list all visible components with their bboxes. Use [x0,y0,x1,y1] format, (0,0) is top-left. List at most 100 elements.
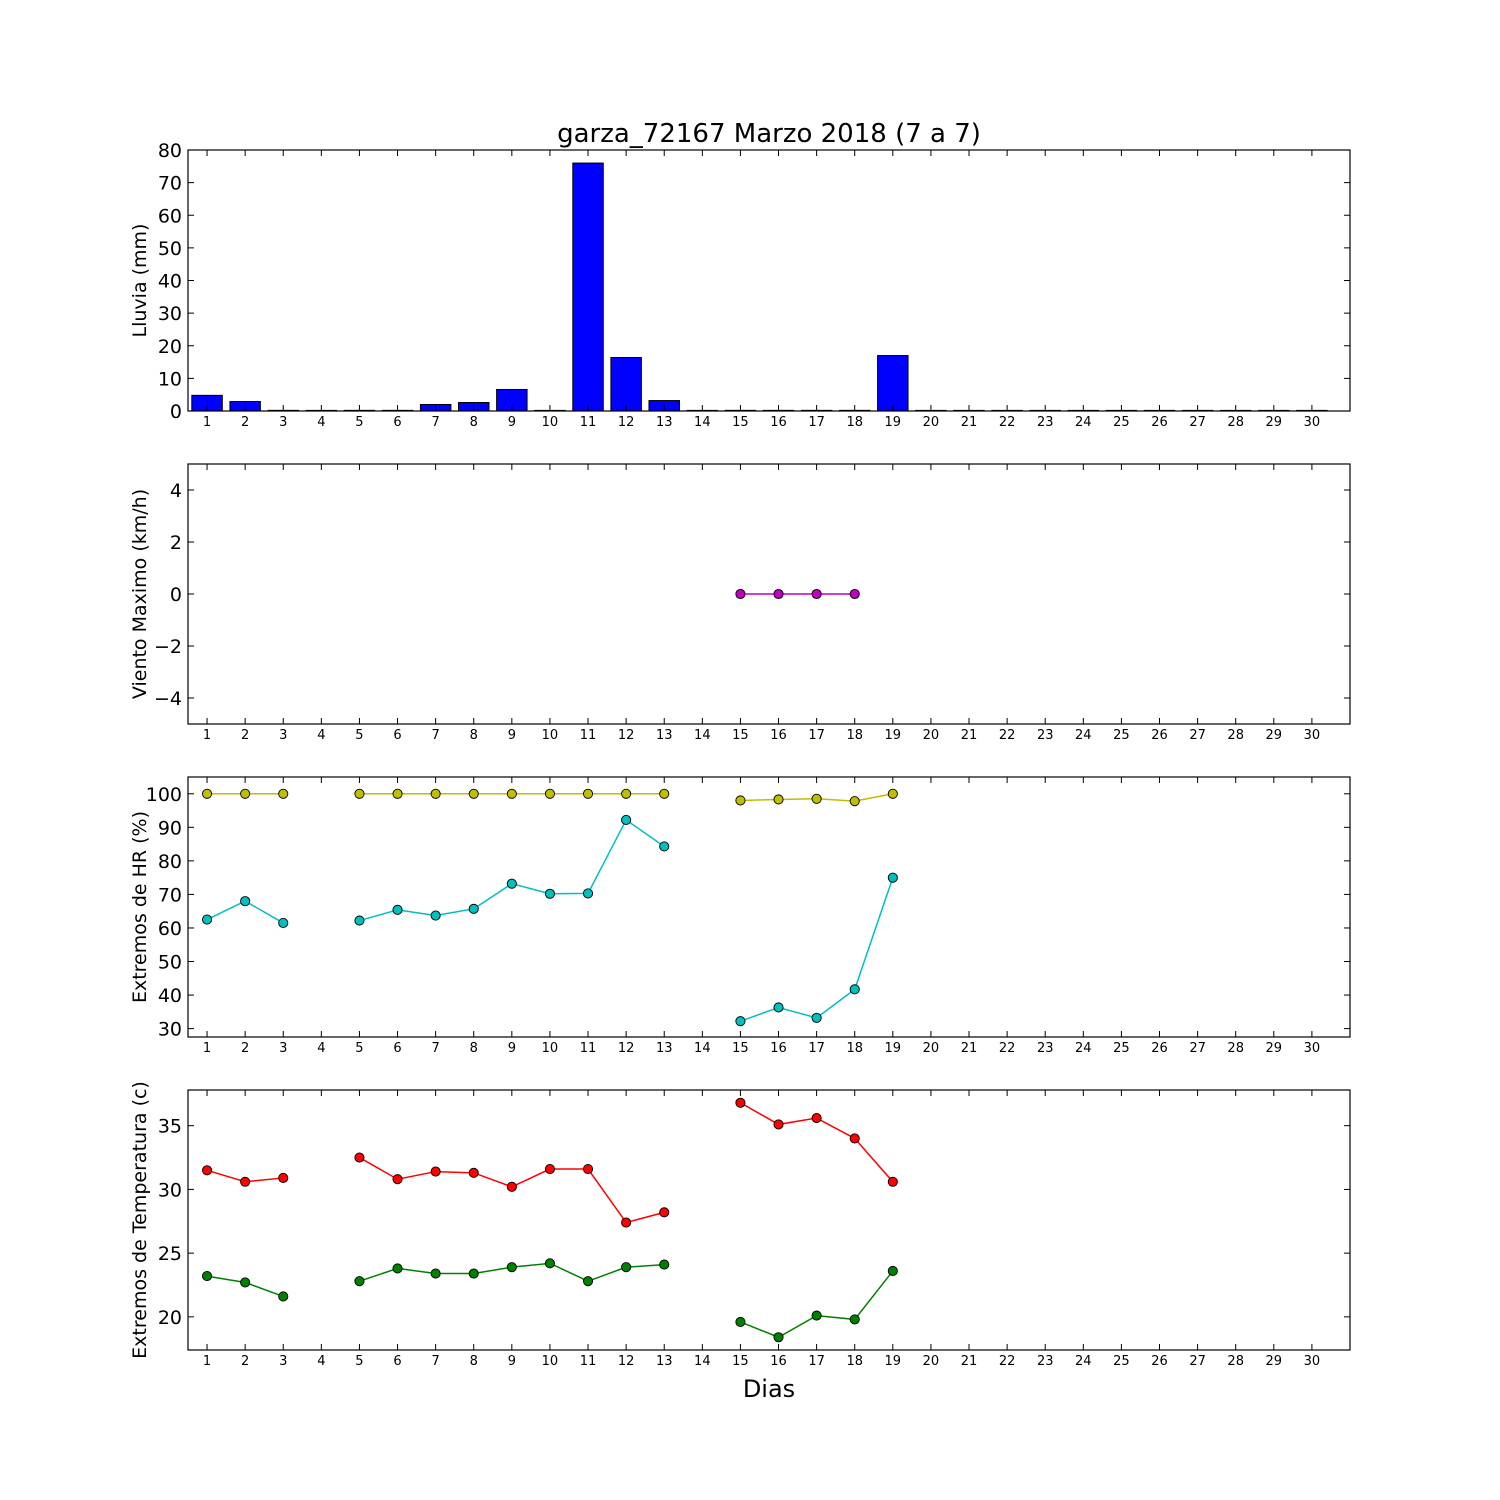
chart-title: garza_72167 Marzo 2018 (7 a 7) [557,119,981,149]
temperatura-ytick-label: 20 [158,1307,182,1329]
hr-point-day-1 [201,914,213,925]
hr-point-day-16 [773,794,784,805]
viento-xtick-label: 4 [317,728,325,743]
temperatura-point-day-10 [544,1163,555,1175]
temperatura-xtick-label: 27 [1189,1354,1206,1369]
hr-ytick-label: 80 [158,851,182,873]
hr-point-day-8 [468,903,479,914]
hr-xtick-label: 29 [1266,1041,1283,1056]
temperatura-y-axis-label: Extremos de Temperatura (c) [129,1081,151,1359]
hr-xtick-label: 30 [1304,1041,1321,1056]
lluvia-ytick-label: 70 [158,173,182,195]
hr-point-day-17 [811,1012,822,1023]
hr-xtick-label: 19 [885,1041,902,1056]
hr-xtick-label: 28 [1227,1041,1244,1056]
temperatura-xtick-label: 16 [770,1354,787,1369]
temperatura-xtick-label: 26 [1151,1354,1168,1369]
lluvia-ytick-label: 50 [158,238,182,260]
hr-xtick-label: 27 [1189,1041,1206,1056]
temperatura-point-day-19 [887,1176,898,1187]
lluvia-xtick-label: 21 [961,415,978,430]
temperatura-series-1 [201,1097,898,1228]
viento-xtick-label: 11 [580,728,597,743]
temperatura-xtick-label: 4 [317,1354,325,1369]
temperatura-xtick-label: 30 [1304,1354,1321,1369]
hr-xtick-label: 3 [279,1041,287,1056]
temperatura-xtick-label: 13 [656,1354,673,1369]
viento-xtick-label: 14 [694,728,711,743]
lluvia-xtick-label: 17 [808,415,825,430]
temperatura-point-day-18 [849,1314,860,1325]
bar-day-19 [877,355,909,412]
lluvia-xtick-label: 23 [1037,415,1054,430]
viento-xtick-label: 12 [618,728,635,743]
temperatura-xtick-label: 2 [241,1354,249,1369]
hr-point-day-7 [430,788,441,799]
temperatura-xtick-label: 14 [694,1354,711,1369]
lluvia-xtick-label: 13 [656,415,673,430]
hr-point-day-3 [278,917,289,928]
lluvia-xtick-label: 28 [1227,415,1244,430]
lluvia-xtick-label: 22 [999,415,1016,430]
temperatura-point-day-13 [659,1207,670,1218]
hr-plot-frame [187,776,1351,1038]
hr-xtick-label: 10 [542,1041,559,1056]
hr-xtick-label: 14 [694,1041,711,1056]
temperatura-xtick-label: 21 [961,1354,978,1369]
temperatura-xtick-label: 6 [393,1354,401,1369]
viento-y-axis-label: Viento Maximo (km/h) [129,489,151,699]
hr-xtick-label: 1 [203,1041,211,1056]
temperatura-xtick-label: 18 [846,1354,863,1369]
viento-xtick-label: 24 [1075,728,1092,743]
lluvia-xtick-label: 8 [470,415,478,430]
lluvia-xtick-label: 25 [1113,415,1130,430]
lluvia-xtick-label: 16 [770,415,787,430]
temperatura-plot-frame [187,1089,1351,1351]
lluvia-ytick-label: 40 [158,271,182,293]
hr-xtick-label: 23 [1037,1041,1054,1056]
viento-point-day-15 [735,588,746,600]
hr-ytick-label: 70 [158,884,182,906]
temperatura-point-day-1 [201,1271,213,1282]
viento-xtick-label: 20 [923,728,940,743]
temperatura-xtick-label: 15 [732,1354,749,1369]
hr-xtick-label: 18 [846,1041,863,1056]
temperatura-ytick-label: 30 [158,1179,182,1201]
hr-xtick-label: 24 [1075,1041,1092,1056]
temperatura-point-day-9 [506,1262,517,1273]
viento-xtick-label: 21 [961,728,978,743]
temperatura-xtick-label: 1 [203,1354,211,1369]
temperatura-xtick-label: 23 [1037,1354,1054,1369]
viento-point-day-17 [811,588,822,600]
hr-point-day-2 [240,788,251,799]
viento-xtick-label: 22 [999,728,1016,743]
temperatura-point-day-7 [430,1166,441,1177]
temperatura-series-2 [201,1258,898,1343]
viento-xtick-label: 16 [770,728,787,743]
hr-xtick-label: 2 [241,1041,249,1056]
lluvia-ytick-label: 80 [158,140,182,162]
temperatura-point-day-8 [468,1167,479,1178]
viento-ytick-label: 4 [170,480,182,502]
lluvia-xtick-label: 15 [732,415,749,430]
lluvia-xtick-label: 11 [580,415,597,430]
viento-xtick-label: 19 [885,728,902,743]
hr-point-day-9 [506,878,517,889]
lluvia-xtick-label: 29 [1266,415,1283,430]
hr-point-day-10 [544,888,555,899]
temperatura-point-day-19 [887,1265,898,1277]
lluvia-ytick-label: 10 [158,368,182,390]
hr-xtick-label: 6 [393,1041,401,1056]
bar-day-11 [572,162,604,412]
hr-ytick-label: 60 [158,918,182,940]
hr-xtick-label: 17 [808,1041,825,1056]
viento-series-1 [735,588,860,600]
lluvia-xtick-label: 5 [355,415,363,430]
hr-xtick-label: 21 [961,1041,978,1056]
hr-point-day-6 [392,788,403,799]
viento-xtick-label: 27 [1189,728,1206,743]
lluvia-xtick-label: 27 [1189,415,1206,430]
